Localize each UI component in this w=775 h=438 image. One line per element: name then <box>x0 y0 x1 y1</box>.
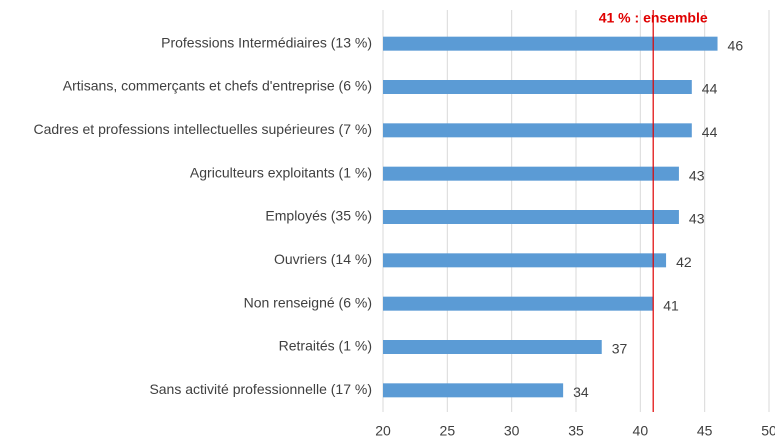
category-label: Retraités (1 %) <box>279 338 372 354</box>
category-label: Artisans, commerçants et chefs d'entrepr… <box>63 78 372 94</box>
bar <box>383 210 679 224</box>
x-tick-label: 25 <box>440 423 456 438</box>
value-label: 44 <box>702 124 718 140</box>
category-label: Professions Intermédiaires (13 %) <box>161 34 372 50</box>
x-tick-label: 45 <box>697 423 713 438</box>
category-label: Agriculteurs exploitants (1 %) <box>190 164 372 180</box>
bar <box>383 296 654 311</box>
x-tick-label: 35 <box>568 423 584 438</box>
category-label: Cadres et professions intellectuelles su… <box>34 121 373 137</box>
x-tick-label: 40 <box>633 423 649 438</box>
value-label: 41 <box>663 297 679 313</box>
bar <box>383 166 679 181</box>
category-label: Non renseigné (6 %) <box>244 294 372 310</box>
value-label: 42 <box>676 254 692 270</box>
bar <box>383 383 564 398</box>
category-label: Ouvriers (14 %) <box>274 251 372 267</box>
x-tick-label: 50 <box>761 423 775 438</box>
reference-label: 41 % : ensemble <box>599 10 708 26</box>
value-label: 43 <box>689 167 705 183</box>
x-tick-label: 20 <box>375 423 391 438</box>
value-label: 34 <box>573 384 589 400</box>
value-label: 37 <box>612 341 628 357</box>
category-label: Sans activité professionnelle (17 %) <box>149 381 372 397</box>
bar <box>383 36 718 51</box>
bar <box>383 123 692 138</box>
bar <box>383 253 667 268</box>
x-tick-label: 30 <box>504 423 520 438</box>
value-label: 46 <box>728 37 744 53</box>
bar <box>383 80 692 94</box>
value-label: 43 <box>689 211 705 227</box>
value-label: 44 <box>702 81 718 97</box>
category-label: Employés (35 %) <box>265 208 372 224</box>
bar <box>383 340 602 354</box>
